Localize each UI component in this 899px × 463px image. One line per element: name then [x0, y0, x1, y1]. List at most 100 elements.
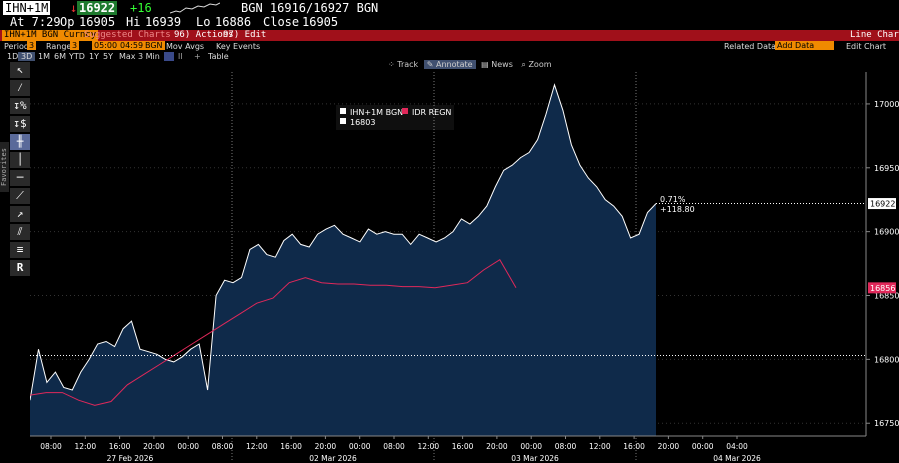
- y-axis: 16750 16800 16850 16900 16950 17000: [865, 72, 899, 436]
- x-date-label: 02 Mar 2026: [309, 454, 357, 463]
- x-tick-label: 16:00: [280, 442, 302, 451]
- y-tick-label: 16950: [874, 164, 899, 173]
- high-label: Hi: [126, 15, 141, 29]
- from-time-field[interactable]: 05:00: [92, 41, 120, 50]
- command-bar: IHN+1M BGN Curncy Suggested Charts 96) A…: [0, 30, 899, 41]
- x-tick-label: 00:00: [520, 442, 542, 451]
- annotate-label: Annotate: [435, 60, 473, 69]
- cursor-icon[interactable]: ↖: [10, 62, 30, 78]
- zoom-button[interactable]: ⌕ Zoom: [518, 60, 554, 70]
- period-field[interactable]: 3: [27, 41, 37, 50]
- favorites-tab[interactable]: Favorites: [0, 142, 9, 192]
- timeframe-1m[interactable]: 1M: [38, 52, 50, 61]
- x-tick-label: 12:00: [589, 442, 611, 451]
- y-tick-label: 16900: [874, 228, 899, 237]
- x-tick-label: 20:00: [658, 442, 680, 451]
- x-tick-label: 20:00: [486, 442, 508, 451]
- y-tick-label: 16850: [874, 292, 899, 301]
- key-events-toggle[interactable]: Key Events: [216, 42, 261, 51]
- zoom-icon: ⌕: [521, 60, 529, 69]
- series-idr-line: [30, 258, 517, 406]
- security-field[interactable]: IHN+1M BGN Curncy: [2, 30, 99, 41]
- legend-label-idr: IDR REGN: [412, 108, 451, 117]
- timeframe-5y[interactable]: 5Y: [103, 52, 113, 61]
- ticker-label[interactable]: IHN+1M: [3, 1, 51, 15]
- x-date-label: 27 Feb 2026: [107, 454, 154, 463]
- open-label: Op: [60, 15, 75, 29]
- pen-icon[interactable]: ⁄: [10, 80, 30, 96]
- x-tick-label: 12:00: [246, 442, 268, 451]
- x-date-label: 04 Mar 2026: [713, 454, 761, 463]
- legend[interactable]: IHN+1M BGN IDR REGN 16803: [336, 105, 454, 130]
- x-tick-label: 04:00: [726, 442, 748, 451]
- line-type-icon[interactable]: [164, 52, 174, 61]
- track-icon: ⁘: [388, 60, 398, 69]
- track-button[interactable]: ⁘ Track: [385, 60, 421, 69]
- suggested-charts[interactable]: Suggested Charts: [84, 30, 171, 40]
- edit-menu[interactable]: 97) Edit: [223, 30, 267, 40]
- timeframe-ytd[interactable]: YTD: [69, 52, 85, 61]
- low-label: Lo: [196, 15, 211, 29]
- y-tick-label: 16750: [874, 419, 899, 428]
- high-value: 16939: [145, 15, 182, 29]
- series-ihn-line: [30, 83, 657, 401]
- related-data-menu[interactable]: Related Data: [724, 42, 777, 51]
- chart-type-title: Line Chart: [850, 30, 899, 40]
- percent-icon[interactable]: ↧%: [10, 98, 30, 114]
- timeframe-1y[interactable]: 1Y: [89, 52, 99, 61]
- last-price: 16922: [77, 1, 118, 15]
- range-field[interactable]: 3: [70, 41, 80, 50]
- sparkline-icon: [170, 2, 220, 14]
- x-axis: 08:00 12:00 16:00 20:00 00:00 08:00 12:00 16:00…: [30, 435, 866, 463]
- zoom-label: Zoom: [528, 60, 552, 69]
- legend-swatch-idr: [402, 108, 408, 114]
- trendline-icon[interactable]: ⟋: [10, 188, 30, 204]
- bid-ask: BGN 16916/16927 BGN: [241, 1, 379, 15]
- add-icon[interactable]: +: [194, 52, 201, 61]
- dollar-icon[interactable]: ↧$: [10, 116, 30, 132]
- add-data-field[interactable]: Add Data: [775, 41, 834, 50]
- frequency-select[interactable]: 3 Min: [138, 52, 160, 61]
- settings-bar: Period 3 Range 3 05:00 04:59 BGN Mov Avg…: [0, 41, 899, 52]
- news-button[interactable]: ▤ News: [478, 60, 516, 69]
- x-tick-label: 12:00: [74, 442, 96, 451]
- source-field[interactable]: BGN: [143, 41, 165, 50]
- timeframe-bar: 1D 3D 1M 6M YTD 1Y 5Y Max 3 Min ll + Tab…: [0, 52, 899, 63]
- ll-icon[interactable]: ll: [178, 52, 183, 61]
- x-tick-label: 16:00: [109, 442, 131, 451]
- timeframe-3d[interactable]: 3D: [18, 52, 36, 61]
- channel-icon[interactable]: ⫽: [10, 224, 30, 240]
- x-tick-label: 08:00: [212, 442, 234, 451]
- period-label: Period: [4, 42, 29, 51]
- legend-label-ihn: IHN+1M BGN: [350, 108, 403, 117]
- line-chart[interactable]: 16750 16800 16850 16900 16950 17000 08:00 12:0…: [30, 72, 899, 463]
- price-change: +16: [130, 1, 152, 15]
- legend-swatch-ref: [340, 118, 346, 124]
- table-button[interactable]: Table: [208, 52, 229, 61]
- timeframe-6m[interactable]: 6M: [54, 52, 66, 61]
- text-icon[interactable]: R: [10, 260, 30, 276]
- annotate-button[interactable]: ✎ Annotate: [423, 60, 476, 69]
- horizontal-line-icon[interactable]: ─: [10, 170, 30, 186]
- annotation-pct: 0.71%: [660, 195, 686, 204]
- x-tick-label: 00:00: [177, 442, 199, 451]
- series-ihn-area: [30, 84, 656, 437]
- y-tick-label: 16800: [874, 355, 899, 364]
- down-arrow-icon: ↓: [70, 1, 78, 15]
- actions-menu[interactable]: 96) Actions: [174, 30, 234, 40]
- annotate-icon: ✎: [426, 60, 436, 69]
- mov-avgs-toggle[interactable]: Mov Avgs: [166, 42, 205, 51]
- annotation-pts: +118.80: [660, 205, 695, 214]
- y-tick-label: 17000: [874, 100, 899, 109]
- timeframe-1d[interactable]: 1D: [7, 52, 19, 61]
- ray-icon[interactable]: ↗: [10, 206, 30, 222]
- to-time-field[interactable]: 04:59: [118, 41, 146, 50]
- fib-icon[interactable]: ≡: [10, 242, 30, 258]
- edit-chart-button[interactable]: Edit Chart: [846, 42, 887, 51]
- vertical-line-icon[interactable]: │: [10, 152, 30, 168]
- x-tick-label: 08:00: [555, 442, 577, 451]
- drawing-toolbar: ↖ ⁄ ↧% ↧$ ╫ │ ─ ⟋ ↗ ⫽ ≡ R: [10, 62, 30, 278]
- last-price-tag-text: 16922: [870, 200, 895, 209]
- timeframe-max[interactable]: Max: [119, 52, 136, 61]
- crosshair-icon[interactable]: ╫: [10, 134, 30, 150]
